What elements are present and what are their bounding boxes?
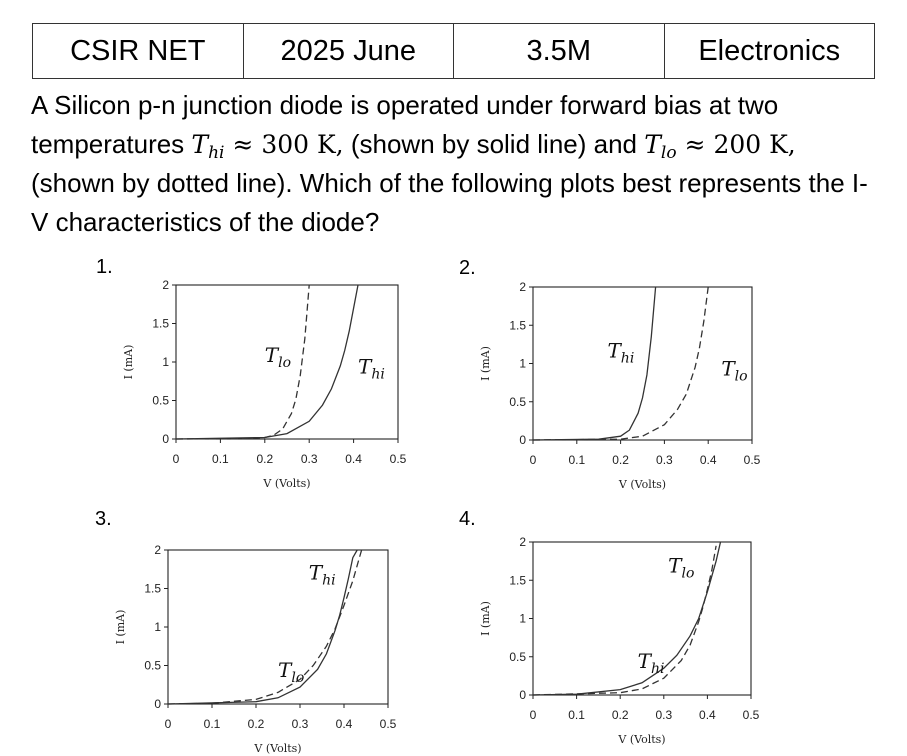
x-tick-label: 0.4	[699, 708, 716, 722]
chart-option-3: 0 0.1 0.2 0.3 0.4 0.5 0 0.5 1 1.5 2 V (Volts) I (mA)…	[114, 543, 397, 755]
y-axis-title: I (mA)	[122, 345, 135, 380]
y-tick-label: 2	[162, 278, 169, 292]
header-marks: 3.5M	[453, 23, 665, 79]
y-tick-label: 1.5	[152, 317, 169, 331]
series-t-hi-line	[175, 284, 359, 440]
option-3-number: 3.	[95, 508, 112, 530]
series-t-lo-line	[532, 545, 717, 696]
x-axis-title: V (Volts)	[618, 478, 666, 491]
curve-label-hi: Thi	[309, 560, 336, 588]
x-tick-label: 0.1	[568, 453, 585, 467]
x-tick-label: 0.5	[744, 453, 761, 467]
curve-label-lo: Tlo	[668, 554, 694, 582]
t-hi-value: ≈ 300 K,	[224, 129, 344, 159]
t-lo-sub: lo	[660, 142, 677, 163]
x-tick-label: 0.5	[743, 708, 760, 722]
x-tick-label: 0.3	[655, 708, 672, 722]
t-lo-approx: ≈	[676, 129, 714, 159]
x-tick-label: 0.2	[248, 717, 265, 731]
x-tick-label: 0.1	[212, 452, 229, 466]
question-text: A Silicon p-n junction diode is operated…	[31, 86, 881, 241]
option-1-number: 1.	[96, 256, 113, 278]
x-tick-label: 0	[173, 452, 180, 466]
x-axis-title: V (Volts)	[253, 742, 301, 755]
y-tick-label: 1	[154, 620, 161, 634]
y-tick-label: 0.5	[509, 650, 526, 664]
y-tick-label: 1	[162, 355, 169, 369]
y-tick-label: 2	[519, 280, 526, 294]
question-part-2: (shown by solid line) and	[343, 128, 645, 159]
x-tick-label: 0	[165, 717, 172, 731]
header-table: CSIR NET 2025 June 3.5M Electronics	[32, 23, 875, 79]
y-axis-title: I (mA)	[479, 346, 492, 381]
x-tick-label: 0.3	[301, 452, 318, 466]
y-tick-label: 1.5	[144, 582, 161, 596]
curve-label-hi: Thi	[638, 649, 665, 677]
series-t-hi-line	[532, 286, 657, 441]
header-session: 2025 June	[242, 23, 454, 79]
chart-option-2: 0 0.1 0.2 0.3 0.4 0.5 0 0.5 1 1.5 2 V (Volts) I (mA)…	[479, 280, 761, 491]
header-subject: Electronics	[663, 23, 875, 79]
x-tick-label: 0	[530, 708, 537, 722]
x-tick-label: 0.2	[612, 453, 629, 467]
x-tick-label: 0.3	[292, 717, 309, 731]
t-hi-sub: hi	[208, 142, 225, 163]
x-tick-label: 0.4	[345, 452, 362, 466]
chart-option-4: 0 0.1 0.2 0.3 0.4 0.5 0 0.5 1 1.5 2 V (Volts) I (mA)…	[479, 535, 760, 746]
y-tick-label: 0	[519, 688, 526, 702]
y-tick-label: 1	[519, 357, 526, 371]
option-4-number: 4.	[459, 508, 476, 530]
t-lo-value: 200 K,	[713, 129, 796, 159]
x-tick-label: 0.1	[204, 717, 221, 731]
chart-option-1: 0 0.1 0.2 0.3 0.4 0.5 0 0.5 1 1.5 2 V (Volts) I (mA)…	[122, 278, 407, 490]
header-exam: CSIR NET	[32, 23, 244, 79]
series-t-lo-line	[532, 286, 709, 441]
x-tick-label: 0.2	[612, 708, 629, 722]
x-tick-label: 0.3	[656, 453, 673, 467]
plot-frame	[532, 286, 753, 441]
question-part-3: (shown by dotted line). Which of the fol…	[31, 168, 868, 237]
y-tick-label: 0	[519, 433, 526, 447]
option-2-number: 2.	[459, 257, 476, 279]
series-t-hi-line	[167, 549, 358, 705]
y-tick-label: 0.5	[509, 395, 526, 409]
curve-label-hi: Thi	[358, 355, 385, 383]
y-tick-label: 0	[162, 432, 169, 446]
y-tick-label: 0.5	[152, 394, 169, 408]
x-tick-label: 0.5	[390, 452, 407, 466]
x-tick-label: 0.4	[700, 453, 717, 467]
t-lo-math: Tlo ≈ 200 K,	[644, 129, 796, 162]
series-t-lo-line	[167, 549, 363, 705]
x-tick-label: 0.2	[256, 452, 273, 466]
x-tick-label: 0.5	[380, 717, 397, 731]
y-axis-title: I (mA)	[114, 610, 127, 645]
curve-label-lo: Tlo	[721, 357, 747, 385]
t-lo-symbol: T	[644, 129, 661, 159]
curve-label-lo: Tlo	[265, 343, 291, 371]
y-tick-label: 0.5	[144, 659, 161, 673]
x-tick-label: 0.4	[336, 717, 353, 731]
x-tick-label: 0.1	[568, 708, 585, 722]
y-tick-label: 1.5	[509, 318, 526, 332]
t-hi-math: Thi ≈ 300 K,	[191, 129, 344, 162]
y-axis-title: I (mA)	[479, 601, 492, 636]
x-axis-title: V (Volts)	[262, 477, 310, 490]
x-axis-title: V (Volts)	[617, 733, 665, 746]
x-tick-label: 0	[530, 453, 537, 467]
y-tick-label: 0	[154, 697, 161, 711]
series-t-hi-line	[532, 541, 722, 696]
y-tick-label: 1	[519, 612, 526, 626]
y-tick-label: 2	[519, 535, 526, 549]
y-tick-label: 1.5	[509, 573, 526, 587]
y-tick-label: 2	[154, 543, 161, 557]
curve-label-lo: Tlo	[278, 658, 304, 686]
curve-label-hi: Thi	[607, 338, 634, 366]
question-part-1: A Silicon p-n junction diode is operated…	[31, 90, 779, 159]
t-hi-symbol: T	[191, 129, 209, 159]
